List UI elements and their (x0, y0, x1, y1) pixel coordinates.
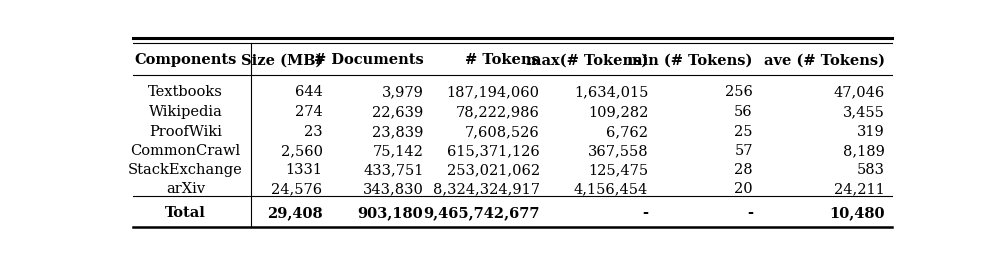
Text: Total: Total (165, 206, 206, 220)
Text: 29,408: 29,408 (267, 206, 323, 220)
Text: 1331: 1331 (286, 163, 323, 177)
Text: Components: Components (134, 53, 237, 67)
Text: -: - (747, 206, 753, 220)
Text: 367,558: 367,558 (588, 144, 648, 158)
Text: # Tokens: # Tokens (465, 53, 540, 67)
Text: 25: 25 (734, 125, 753, 139)
Text: 8,324,324,917: 8,324,324,917 (433, 182, 540, 196)
Text: 75,142: 75,142 (372, 144, 423, 158)
Text: 10,480: 10,480 (829, 206, 885, 220)
Text: arXiv: arXiv (166, 182, 205, 196)
Text: 22,639: 22,639 (372, 105, 423, 119)
Text: 56: 56 (734, 105, 753, 119)
Text: max(# Tokens): max(# Tokens) (526, 53, 648, 67)
Text: 24,576: 24,576 (272, 182, 323, 196)
Text: 28: 28 (734, 163, 753, 177)
Text: 7,608,526: 7,608,526 (465, 125, 540, 139)
Text: 1,634,015: 1,634,015 (574, 85, 648, 99)
Text: 20: 20 (734, 182, 753, 196)
Text: ave (# Tokens): ave (# Tokens) (764, 53, 885, 67)
Text: 6,762: 6,762 (606, 125, 648, 139)
Text: 615,371,126: 615,371,126 (447, 144, 540, 158)
Text: 644: 644 (295, 85, 323, 99)
Text: 274: 274 (295, 105, 323, 119)
Text: 78,222,986: 78,222,986 (456, 105, 540, 119)
Text: -: - (642, 206, 648, 220)
Text: 187,194,060: 187,194,060 (447, 85, 540, 99)
Text: 24,211: 24,211 (834, 182, 885, 196)
Text: 57: 57 (734, 144, 753, 158)
Text: StackExchange: StackExchange (128, 163, 243, 177)
Text: 319: 319 (857, 125, 885, 139)
Text: Wikipedia: Wikipedia (149, 105, 222, 119)
Text: Textbooks: Textbooks (148, 85, 223, 99)
Text: 3,979: 3,979 (382, 85, 423, 99)
Text: 9,465,742,677: 9,465,742,677 (423, 206, 540, 220)
Text: Size (MB): Size (MB) (241, 53, 323, 67)
Text: 109,282: 109,282 (588, 105, 648, 119)
Text: 23,839: 23,839 (372, 125, 423, 139)
Text: 343,830: 343,830 (362, 182, 423, 196)
Text: ProofWiki: ProofWiki (149, 125, 222, 139)
Text: 4,156,454: 4,156,454 (574, 182, 648, 196)
Text: 2,560: 2,560 (281, 144, 323, 158)
Text: 256: 256 (725, 85, 753, 99)
Text: 3,455: 3,455 (843, 105, 885, 119)
Text: 253,021,062: 253,021,062 (446, 163, 540, 177)
Text: 47,046: 47,046 (833, 85, 885, 99)
Text: min (# Tokens): min (# Tokens) (627, 53, 753, 67)
Text: 125,475: 125,475 (588, 163, 648, 177)
Text: 903,180: 903,180 (358, 206, 423, 220)
Text: 583: 583 (856, 163, 885, 177)
Text: CommonCrawl: CommonCrawl (130, 144, 241, 158)
Text: 8,189: 8,189 (843, 144, 885, 158)
Text: 23: 23 (304, 125, 323, 139)
Text: 433,751: 433,751 (363, 163, 423, 177)
Text: # Documents: # Documents (314, 53, 423, 67)
